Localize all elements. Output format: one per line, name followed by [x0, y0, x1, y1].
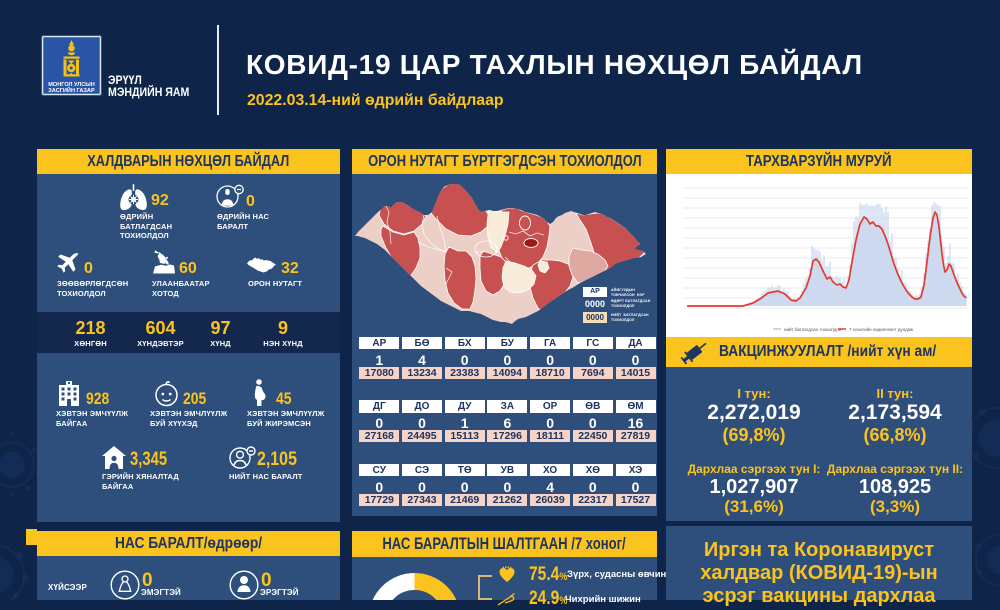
- svg-text:7 хоногийн хөдөлгөөнт дундаж: 7 хоногийн хөдөлгөөнт дундаж: [849, 326, 913, 332]
- svg-text:нийт батлагдсан тохиолдол: нийт батлагдсан тохиолдол: [784, 326, 842, 332]
